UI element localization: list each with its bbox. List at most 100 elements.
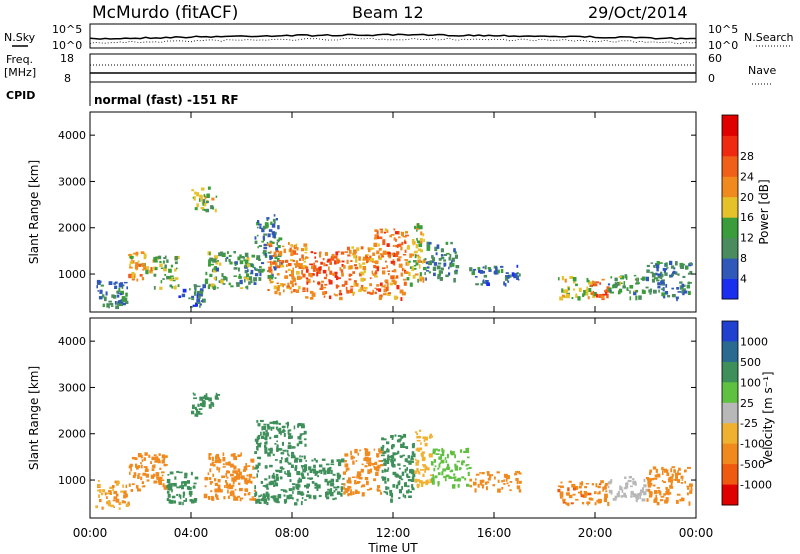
power-cell — [284, 259, 289, 263]
power-cell — [629, 285, 634, 289]
velocity-cell — [677, 479, 681, 483]
power-cell — [320, 261, 323, 265]
power-y-tick-label: 4000 — [58, 129, 86, 142]
velocity-cell — [461, 461, 464, 466]
power-cell — [682, 275, 686, 278]
power-cell — [291, 273, 294, 277]
power-cell — [599, 282, 601, 285]
power-cell — [144, 253, 147, 258]
power-cell — [454, 254, 458, 259]
velocity-cell — [356, 473, 360, 478]
velocity-cell — [598, 483, 602, 485]
velocity-cell — [642, 487, 644, 492]
power-cell — [445, 274, 449, 278]
power-cell — [240, 256, 245, 259]
power-cell — [141, 262, 146, 268]
power-cell — [116, 290, 119, 294]
power-cell — [111, 305, 114, 307]
velocity-cell — [255, 499, 258, 504]
velocity-cell — [451, 452, 454, 456]
power-cell — [351, 246, 354, 249]
velocity-cell — [633, 493, 635, 496]
power-cell — [313, 265, 317, 269]
power-cell — [614, 282, 617, 285]
velocity-cell — [357, 491, 360, 494]
velocity-cell — [112, 485, 115, 489]
power-cell — [348, 273, 351, 277]
power-cell — [587, 279, 590, 283]
velocity-cell — [669, 476, 674, 479]
power-cell — [482, 270, 485, 274]
power-cell — [374, 287, 377, 290]
power-cell — [350, 260, 353, 262]
power-cell — [194, 191, 197, 195]
power-cell — [654, 277, 658, 280]
power-cell — [123, 281, 128, 284]
velocity-cell — [465, 448, 469, 451]
power-cell — [586, 286, 589, 291]
power-cell — [605, 292, 608, 296]
power-cell — [164, 274, 167, 276]
power-cell — [380, 230, 383, 234]
power-cell — [669, 260, 673, 265]
velocity-cell — [232, 492, 235, 497]
velocity-patch — [342, 448, 384, 497]
power-cell — [390, 234, 395, 236]
velocity-cell — [316, 488, 319, 491]
power-cell — [384, 279, 389, 282]
power-cell — [270, 245, 273, 247]
velocity-patch — [414, 429, 434, 489]
velocity-cell — [209, 468, 212, 473]
power-cell — [641, 289, 645, 294]
velocity-cell — [416, 483, 420, 487]
power-cell — [302, 287, 306, 291]
velocity-cell — [376, 488, 380, 491]
power-patch — [178, 284, 206, 308]
velocity-cell — [377, 489, 381, 492]
power-cell — [393, 228, 396, 231]
velocity-cell — [404, 458, 408, 462]
power-cell — [431, 255, 434, 259]
velocity-cell — [463, 450, 467, 453]
power-cell — [256, 255, 261, 260]
velocity-cell — [343, 483, 346, 486]
power-cell — [271, 270, 273, 275]
velocity-cell — [402, 454, 405, 457]
velocity-cell — [306, 485, 310, 489]
velocity-cell — [356, 475, 358, 479]
power-cell — [113, 295, 117, 299]
power-cell — [593, 282, 597, 285]
velocity-colorbar-segment — [722, 361, 738, 383]
velocity-cell — [212, 464, 216, 467]
velocity-cell — [278, 430, 281, 434]
power-cell — [634, 289, 639, 293]
velocity-cell — [645, 477, 650, 479]
power-cell — [454, 271, 458, 275]
power-cell — [129, 264, 131, 268]
velocity-cell — [401, 486, 403, 490]
velocity-cell — [202, 396, 205, 400]
power-cell — [689, 262, 693, 265]
velocity-cell — [479, 482, 483, 485]
power-cell — [212, 258, 217, 263]
velocity-cell — [276, 440, 278, 443]
power-cell — [472, 268, 477, 271]
velocity-cell — [390, 498, 393, 503]
velocity-cell — [632, 495, 637, 498]
velocity-cell — [225, 473, 228, 477]
power-cell — [386, 229, 389, 233]
velocity-cell — [195, 406, 197, 411]
velocity-cell — [230, 473, 234, 477]
velocity-cell — [506, 475, 510, 480]
velocity-cell — [335, 488, 338, 491]
velocity-cell — [245, 481, 249, 485]
velocity-cell — [276, 476, 279, 481]
velocity-cell — [488, 474, 492, 479]
power-cell — [567, 287, 570, 291]
velocity-cell — [278, 469, 283, 473]
velocity-cell — [396, 439, 401, 443]
power-cell — [585, 289, 589, 293]
power-cell — [659, 276, 663, 279]
power-colorbar-segment — [722, 196, 738, 218]
velocity-cell — [412, 472, 416, 478]
